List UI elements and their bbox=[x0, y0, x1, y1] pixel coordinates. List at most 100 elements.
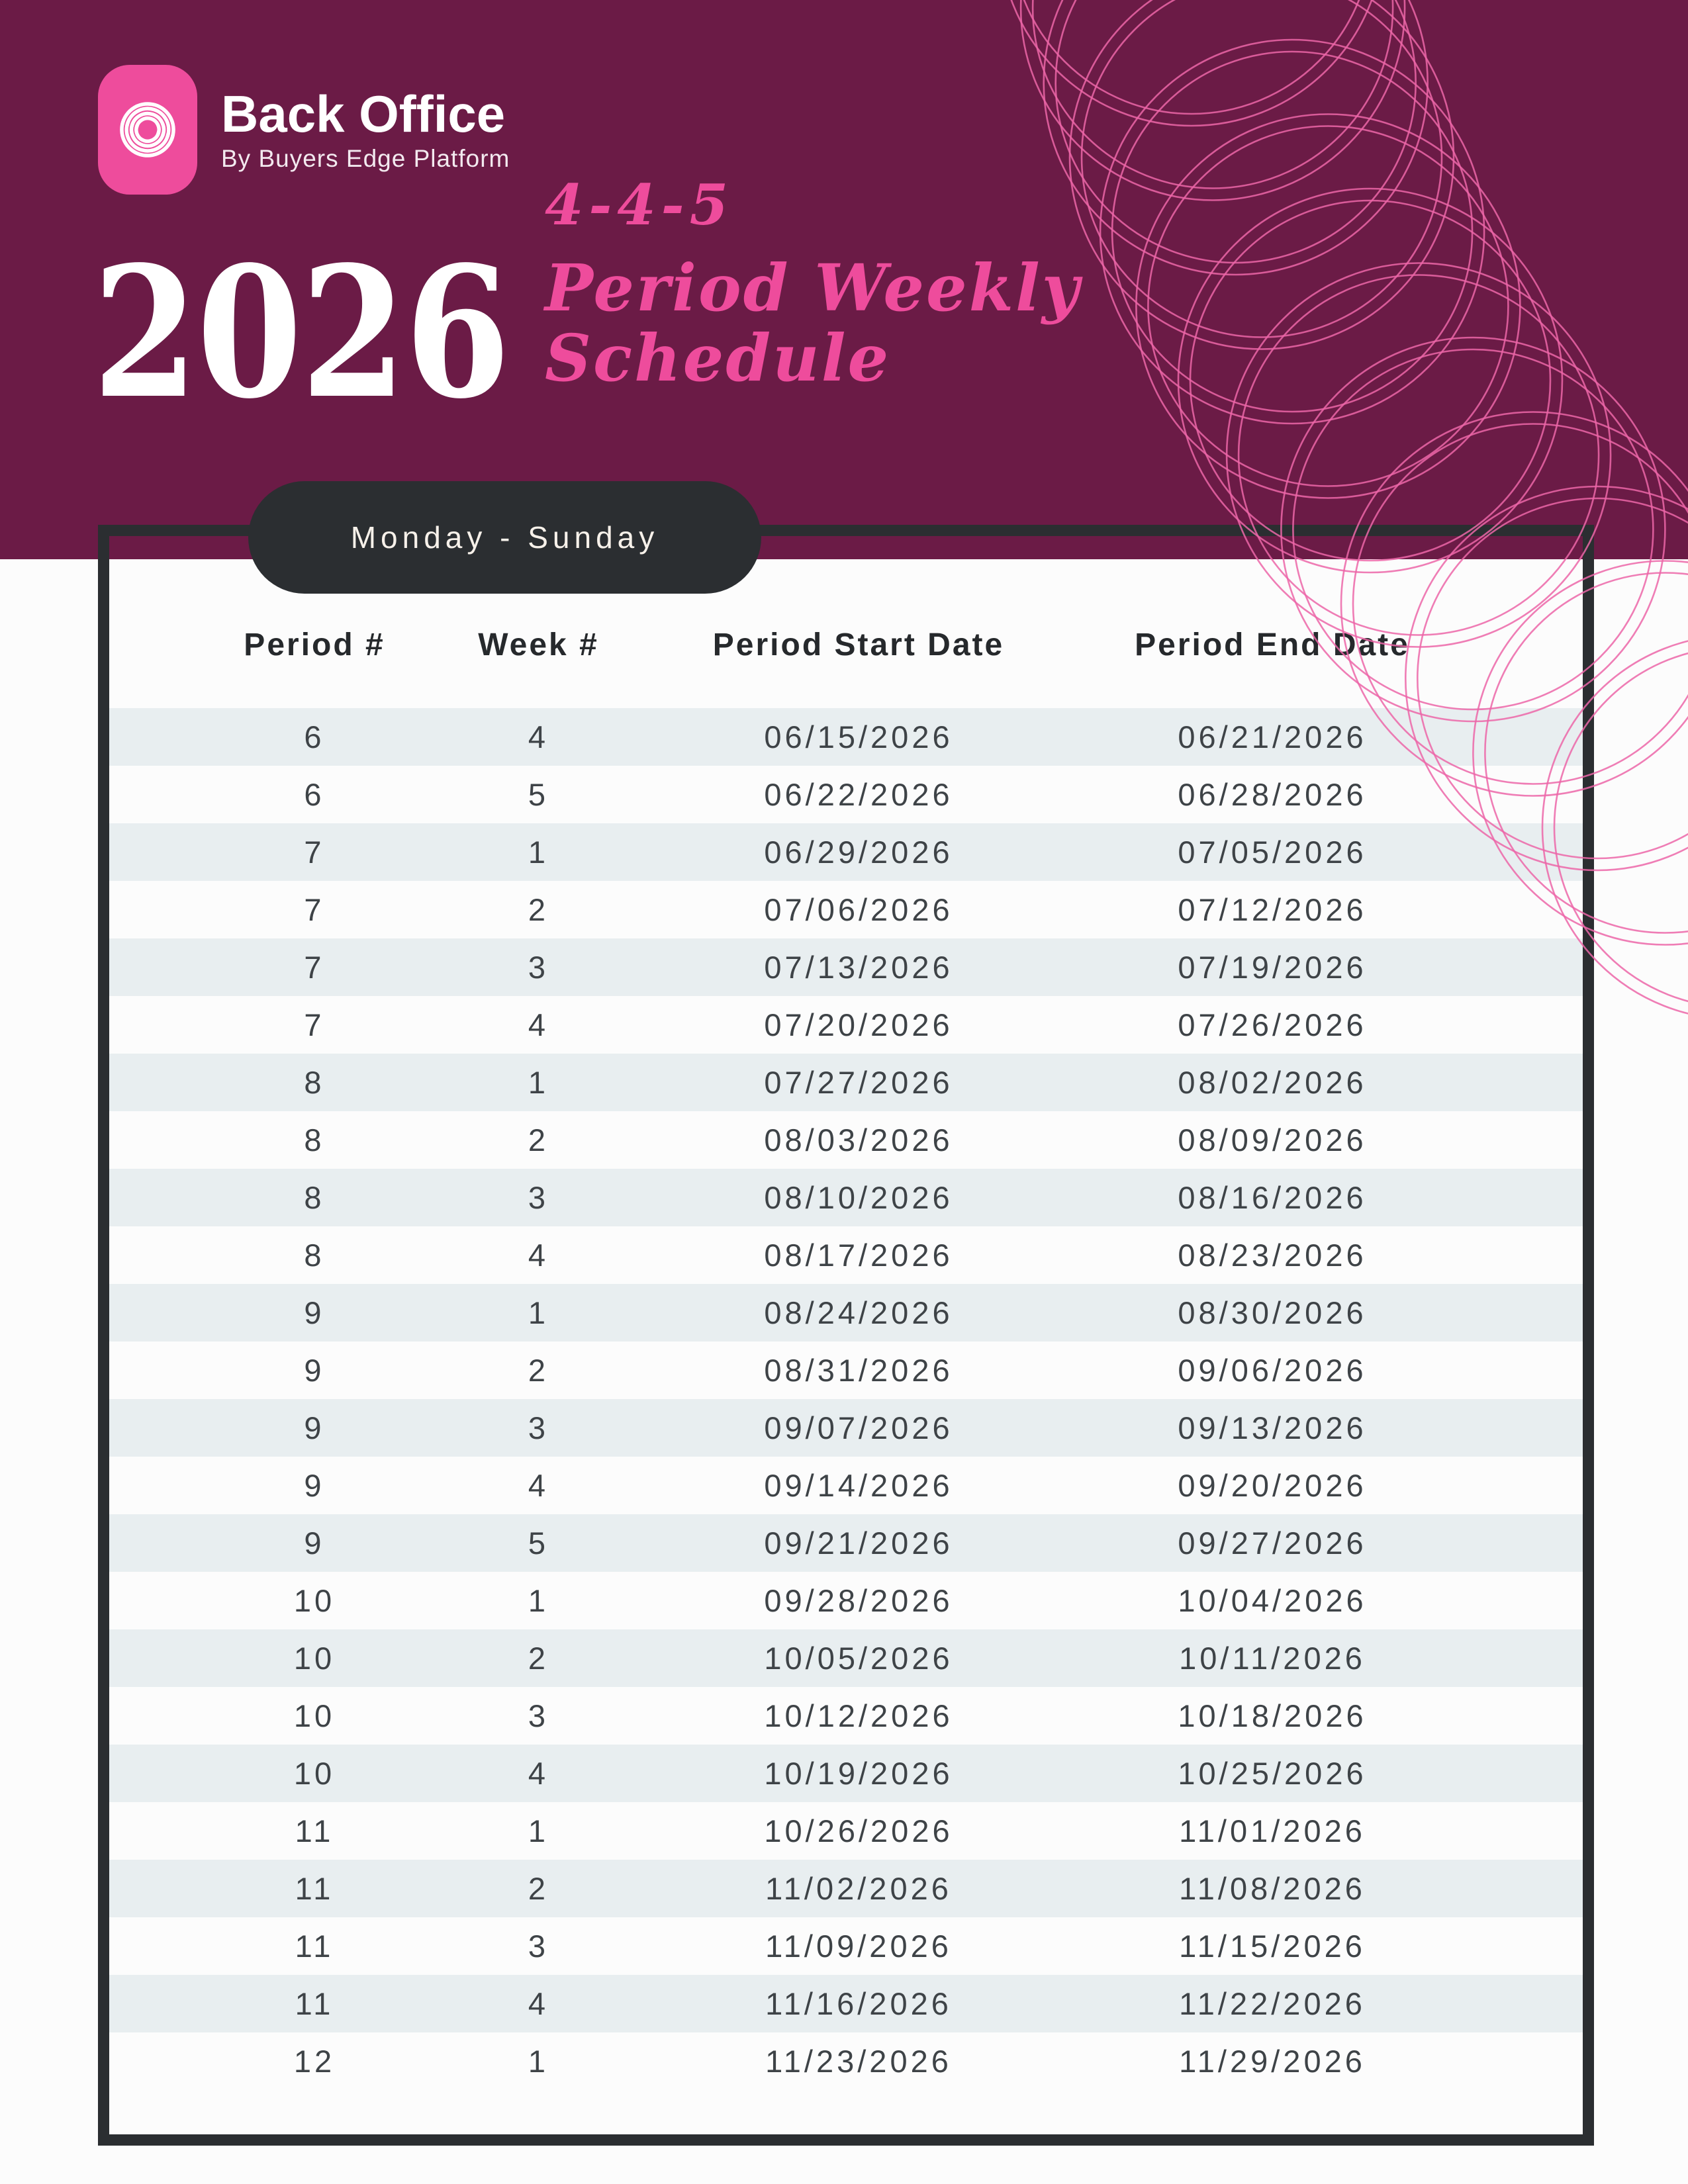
week-range-label: Monday - Sunday bbox=[350, 520, 659, 555]
period-cell: 8 bbox=[304, 1180, 325, 1215]
end-date-cell: 09/20/2026 bbox=[1178, 1468, 1367, 1503]
week-cell: 3 bbox=[528, 1929, 549, 1964]
table-row: 12 1 11/23/2026 11/29/2026 bbox=[109, 2032, 1583, 2090]
table-row: 6 4 06/15/2026 06/21/2026 bbox=[109, 708, 1583, 766]
table-row: 10 3 10/12/2026 10/18/2026 bbox=[109, 1687, 1583, 1745]
start-date-cell: 08/03/2026 bbox=[764, 1122, 953, 1158]
year-heading: 2026 bbox=[93, 228, 510, 439]
start-date-cell: 11/09/2026 bbox=[765, 1929, 952, 1964]
start-date-cell: 10/19/2026 bbox=[764, 1756, 953, 1791]
header-start-date: Period Start Date bbox=[712, 627, 1005, 662]
week-range-pill: Monday - Sunday bbox=[248, 481, 761, 594]
start-date-cell: 08/10/2026 bbox=[764, 1180, 953, 1215]
end-date-cell: 08/23/2026 bbox=[1178, 1238, 1367, 1273]
table-row: 9 5 09/21/2026 09/27/2026 bbox=[109, 1514, 1583, 1572]
week-cell: 3 bbox=[528, 1410, 549, 1445]
period-cell: 9 bbox=[304, 1410, 325, 1445]
header-week: Week # bbox=[478, 627, 599, 662]
period-cell: 11 bbox=[295, 1871, 334, 1906]
table-row: 8 3 08/10/2026 08/16/2026 bbox=[109, 1169, 1583, 1226]
end-date-cell: 11/08/2026 bbox=[1179, 1871, 1366, 1906]
backoffice-logo bbox=[98, 65, 197, 195]
header-end-date: Period End Date bbox=[1135, 627, 1410, 662]
period-cell: 9 bbox=[304, 1525, 325, 1561]
week-cell: 3 bbox=[528, 1698, 549, 1733]
week-cell: 1 bbox=[528, 1583, 549, 1618]
period-cell: 10 bbox=[293, 1756, 336, 1791]
week-cell: 1 bbox=[528, 1295, 549, 1330]
table-row: 8 1 07/27/2026 08/02/2026 bbox=[109, 1054, 1583, 1111]
week-cell: 4 bbox=[528, 1468, 549, 1503]
week-cell: 1 bbox=[528, 1813, 549, 1848]
period-cell: 11 bbox=[295, 1986, 334, 2021]
table-row: 10 1 09/28/2026 10/04/2026 bbox=[109, 1572, 1583, 1629]
week-cell: 5 bbox=[528, 1525, 549, 1561]
start-date-cell: 09/28/2026 bbox=[764, 1583, 953, 1618]
week-cell: 3 bbox=[528, 1180, 549, 1215]
start-date-cell: 10/26/2026 bbox=[764, 1813, 953, 1848]
start-date-cell: 08/31/2026 bbox=[764, 1353, 953, 1388]
week-cell: 4 bbox=[528, 1007, 549, 1042]
start-date-cell: 11/16/2026 bbox=[765, 1986, 952, 2021]
period-cell: 10 bbox=[293, 1641, 336, 1676]
end-date-cell: 10/18/2026 bbox=[1178, 1698, 1367, 1733]
end-date-cell: 11/22/2026 bbox=[1179, 1986, 1366, 2021]
week-cell: 4 bbox=[528, 1756, 549, 1791]
table-row: 9 4 09/14/2026 09/20/2026 bbox=[109, 1457, 1583, 1514]
title-line-1: Period Weekly bbox=[545, 250, 1082, 326]
schedule-table: Period # Week # Period Start Date Period… bbox=[98, 525, 1594, 2146]
period-cell: 11 bbox=[295, 1929, 334, 1964]
start-date-cell: 09/07/2026 bbox=[764, 1410, 953, 1445]
start-date-cell: 09/21/2026 bbox=[764, 1525, 953, 1561]
week-cell: 4 bbox=[528, 719, 549, 754]
start-date-cell: 06/29/2026 bbox=[764, 835, 953, 870]
start-date-cell: 06/22/2026 bbox=[764, 777, 953, 812]
end-date-cell: 09/27/2026 bbox=[1178, 1525, 1367, 1561]
week-cell: 2 bbox=[528, 1122, 549, 1158]
end-date-cell: 09/06/2026 bbox=[1178, 1353, 1367, 1388]
start-date-cell: 08/17/2026 bbox=[764, 1238, 953, 1273]
week-cell: 2 bbox=[528, 1353, 549, 1388]
table-row: 7 1 06/29/2026 07/05/2026 bbox=[109, 823, 1583, 881]
table-row: 8 4 08/17/2026 08/23/2026 bbox=[109, 1226, 1583, 1284]
end-date-cell: 09/13/2026 bbox=[1178, 1410, 1367, 1445]
table-row: 9 3 09/07/2026 09/13/2026 bbox=[109, 1399, 1583, 1457]
start-date-cell: 07/06/2026 bbox=[764, 892, 953, 927]
end-date-cell: 10/11/2026 bbox=[1179, 1641, 1366, 1676]
brand-lockup: Back Office By Buyers Edge Platform bbox=[98, 65, 510, 195]
week-cell: 5 bbox=[528, 777, 549, 812]
title-line-2: Schedule bbox=[545, 320, 891, 396]
end-date-cell: 07/19/2026 bbox=[1178, 950, 1367, 985]
period-cell: 6 bbox=[304, 777, 325, 812]
start-date-cell: 07/13/2026 bbox=[764, 950, 953, 985]
week-cell: 2 bbox=[528, 1641, 549, 1676]
table-row: 9 2 08/31/2026 09/06/2026 bbox=[109, 1342, 1583, 1399]
period-cell: 8 bbox=[304, 1238, 325, 1273]
week-cell: 2 bbox=[528, 892, 549, 927]
start-date-cell: 10/05/2026 bbox=[764, 1641, 953, 1676]
period-cell: 11 bbox=[295, 1813, 334, 1848]
period-cell: 8 bbox=[304, 1065, 325, 1100]
end-date-cell: 08/02/2026 bbox=[1178, 1065, 1367, 1100]
start-date-cell: 07/20/2026 bbox=[764, 1007, 953, 1042]
period-cell: 10 bbox=[293, 1698, 336, 1733]
table-row: 10 2 10/05/2026 10/11/2026 bbox=[109, 1629, 1583, 1687]
period-cell: 9 bbox=[304, 1468, 325, 1503]
period-cell: 12 bbox=[293, 2044, 336, 2079]
swirl-icon bbox=[120, 102, 175, 158]
period-cell: 7 bbox=[304, 950, 325, 985]
start-date-cell: 07/27/2026 bbox=[764, 1065, 953, 1100]
start-date-cell: 11/23/2026 bbox=[765, 2044, 952, 2079]
table-row: 9 1 08/24/2026 08/30/2026 bbox=[109, 1284, 1583, 1342]
start-date-cell: 06/15/2026 bbox=[764, 719, 953, 754]
week-cell: 1 bbox=[528, 835, 549, 870]
table-header-row: Period # Week # Period Start Date Period… bbox=[109, 615, 1583, 675]
end-date-cell: 10/04/2026 bbox=[1178, 1583, 1367, 1618]
end-date-cell: 11/29/2026 bbox=[1179, 2044, 1366, 2079]
table-row: 8 2 08/03/2026 08/09/2026 bbox=[109, 1111, 1583, 1169]
table-row: 11 1 10/26/2026 11/01/2026 bbox=[109, 1802, 1583, 1860]
end-date-cell: 08/16/2026 bbox=[1178, 1180, 1367, 1215]
period-cell: 8 bbox=[304, 1122, 325, 1158]
title-445: 4-4-5 bbox=[545, 172, 734, 238]
